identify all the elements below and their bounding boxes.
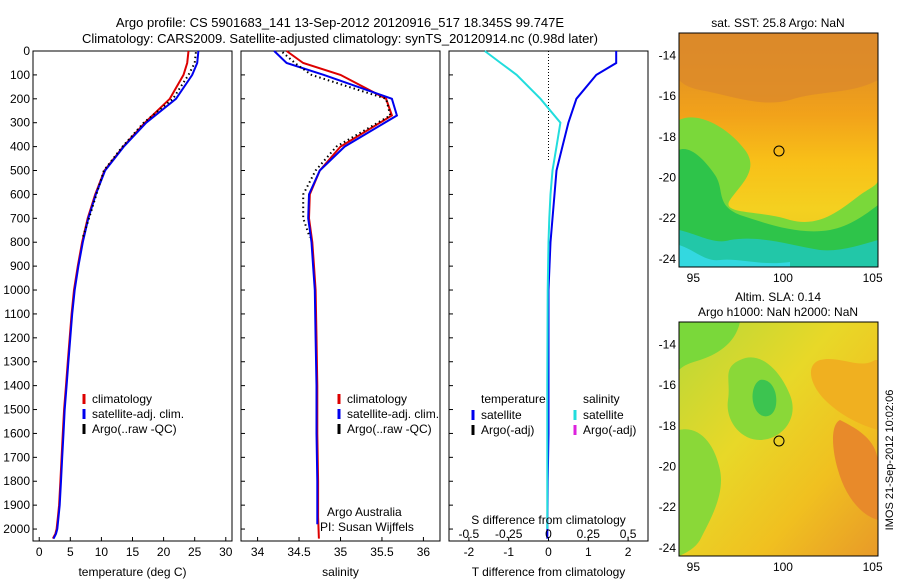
sla-map-ytick-label: -16 — [659, 378, 677, 392]
temp-ytick-label: 1700 — [3, 450, 30, 464]
diff-top-xtick-label: -0.25 — [495, 527, 523, 541]
sal-xtick-label: 34.5 — [287, 545, 311, 559]
sla-map-ytick-label: -18 — [659, 419, 677, 433]
temp-legend-label: climatology — [92, 392, 152, 406]
diff-xtick-label: -2 — [464, 545, 475, 559]
sla-map-ytick-label: -24 — [659, 541, 677, 555]
temp-ytick-label: 2000 — [3, 522, 30, 536]
figure-title-line2: Climatology: CARS2009. Satellite-adjuste… — [82, 31, 598, 46]
sst-map-ytick-label: -18 — [659, 130, 677, 144]
diff-temperature-satellite-line — [546, 51, 618, 539]
diff-legend-title: temperature — [481, 392, 546, 406]
diff-sal-legend-label: satellite — [583, 408, 624, 422]
temp-ytick-label: 1500 — [3, 403, 30, 417]
sst-map-ytick-label: -20 — [659, 170, 677, 184]
temp-xtick-label: 5 — [67, 545, 74, 559]
temp-satellite-line — [52, 50, 200, 540]
temp-ytick-label: 0 — [23, 44, 30, 58]
diff-top-xtick-label: -0.5 — [459, 527, 480, 541]
temp-ytick-label: 300 — [10, 116, 30, 130]
sst-map-ytick-label: -24 — [659, 252, 677, 266]
imos-credit: IMOS 21-Sep-2012 10:02:06 — [884, 390, 896, 531]
temp-legend-label: satellite-adj. clim. — [92, 407, 184, 421]
sla-map-title-line1: Altim. SLA: 0.14 — [735, 290, 821, 304]
sst-map-xtick-label: 95 — [687, 271, 701, 285]
diff-salinity-satellite-line — [484, 50, 562, 529]
sst-map-ytick-label: -14 — [659, 48, 677, 62]
sla-map-xtick-label: 105 — [863, 560, 883, 574]
diff-xtick-label: 1 — [585, 545, 592, 559]
temp-xtick-label: 15 — [126, 545, 140, 559]
temp-ytick-label: 100 — [10, 68, 30, 82]
temp-ytick-label: 1800 — [3, 474, 30, 488]
sla-map-ytick-label: -20 — [659, 459, 677, 473]
diff-xtick-label: 0 — [545, 545, 552, 559]
sst-map-xtick-label: 105 — [863, 271, 883, 285]
temp-xtick-label: 25 — [188, 545, 202, 559]
sal-xtick-label: 34 — [251, 545, 265, 559]
diff-top-xtick-label: 0.25 — [577, 527, 601, 541]
sal-annotation: PI: Susan Wijffels — [320, 520, 414, 534]
temp-xtick-label: 30 — [219, 545, 233, 559]
diff-sal-legend-label: Argo(-adj) — [583, 423, 636, 437]
sal-xtick-label: 35 — [334, 545, 348, 559]
sla-map-xtick-label: 100 — [773, 560, 793, 574]
diff-legend-title: salinity — [583, 392, 620, 406]
sal-legend-label: satellite-adj. clim. — [347, 407, 439, 421]
temp-ytick-label: 600 — [10, 187, 30, 201]
sst-map-ytick-label: -22 — [659, 211, 677, 225]
sal-xtick-label: 36 — [417, 545, 431, 559]
diff-temp-legend-label: Argo(-adj) — [481, 423, 534, 437]
sla-argo-position-marker — [773, 435, 785, 447]
temperature-panel — [32, 50, 233, 542]
diff-xlabel: T difference from climatology — [472, 565, 626, 579]
sla-map-ytick-label: -22 — [659, 500, 677, 514]
sst-map-title: sat. SST: 25.8 Argo: NaN — [711, 16, 844, 30]
diff-xtick-label: -1 — [503, 545, 514, 559]
sst-map — [678, 32, 879, 268]
temp-legend-label: Argo(..raw -QC) — [92, 422, 177, 436]
sla-map-xtick-label: 95 — [687, 560, 701, 574]
figure-title-line1: Argo profile: CS 5901683_141 13-Sep-2012… — [116, 15, 564, 30]
sst-map-xtick-label: 100 — [773, 271, 793, 285]
sla-map — [678, 321, 879, 557]
sla-map-ytick-label: -14 — [659, 337, 677, 351]
temp-ytick-label: 200 — [10, 92, 30, 106]
sal-xtick-label: 35.5 — [370, 545, 394, 559]
temp-ytick-label: 1000 — [3, 283, 30, 297]
temp-ytick-label: 1600 — [3, 426, 30, 440]
sal-legend-label: climatology — [347, 392, 407, 406]
temp-xtick-label: 10 — [95, 545, 109, 559]
temp-ytick-label: 800 — [10, 235, 30, 249]
temp-ytick-label: 500 — [10, 164, 30, 178]
temp-ytick-label: 1400 — [3, 379, 30, 393]
sal-annotation: Argo Australia — [327, 505, 402, 519]
sst-argo-position-marker — [773, 145, 785, 157]
temp-xtick-label: 0 — [36, 545, 43, 559]
sal-satellite-line — [273, 50, 399, 525]
temp-ytick-label: 700 — [10, 211, 30, 225]
salinity-panel — [240, 50, 441, 542]
temp-ytick-label: 1900 — [3, 498, 30, 512]
sal-xlabel: salinity — [322, 565, 359, 579]
diff-xtick-label: 2 — [625, 545, 632, 559]
temp-xtick-label: 20 — [157, 545, 171, 559]
temp-ytick-label: 900 — [10, 259, 30, 273]
temp-ytick-label: 1100 — [4, 307, 30, 321]
diff-top-xtick-label: 0.5 — [620, 527, 637, 541]
temp-argo-line — [81, 52, 197, 238]
sst-map-ytick-label: -16 — [659, 89, 677, 103]
diff-top-xlabel: S difference from climatology — [471, 513, 626, 527]
sla-map-title-line2: Argo h1000: NaN h2000: NaN — [698, 305, 858, 319]
temp-ytick-label: 1300 — [3, 355, 30, 369]
temp-ytick-label: 400 — [10, 140, 30, 154]
temp-ytick-label: 1200 — [3, 331, 30, 345]
sal-legend-label: Argo(..raw -QC) — [347, 422, 432, 436]
diff-temp-legend-label: satellite — [481, 408, 522, 422]
diff-top-xtick-label: 0 — [545, 527, 552, 541]
temp-xlabel: temperature (deg C) — [78, 565, 186, 579]
